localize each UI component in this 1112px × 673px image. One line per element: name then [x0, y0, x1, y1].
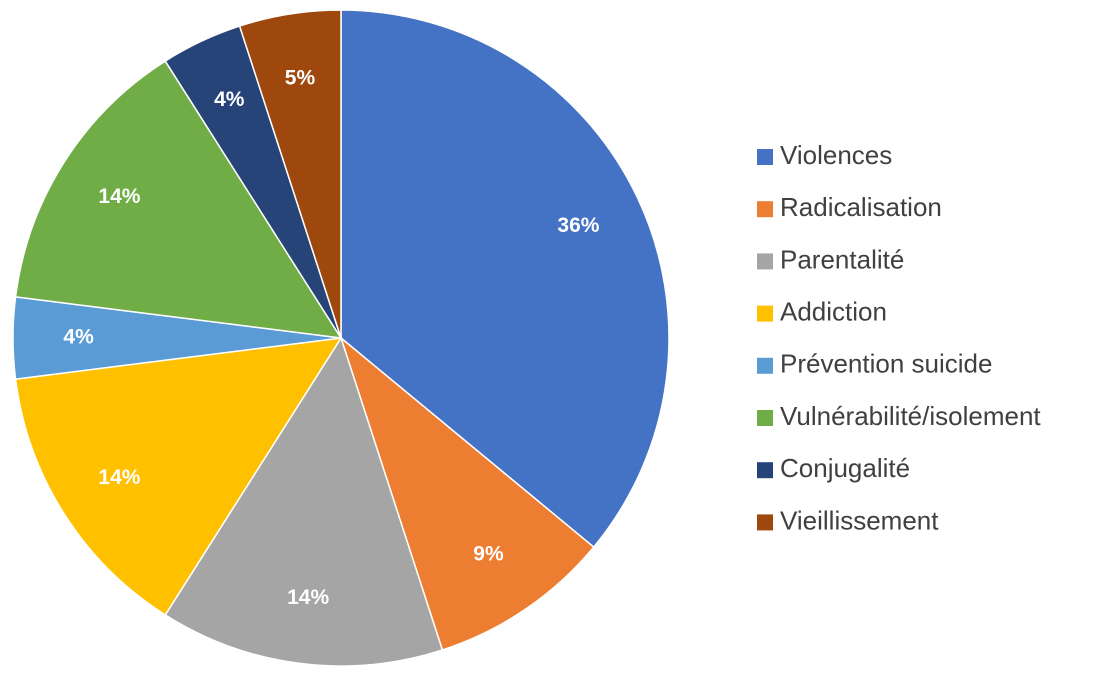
- pie-slice: [339, 335, 595, 651]
- pie-slice: [164, 336, 444, 667]
- legend-label: Conjugalité: [780, 453, 910, 483]
- data-label: 4%: [214, 88, 245, 111]
- legend-swatch: [757, 410, 773, 426]
- legend-swatch: [757, 462, 773, 479]
- legend-label: Radicalisation: [780, 192, 942, 222]
- legend-label: Addiction: [780, 296, 887, 326]
- legend-label: Vieillissement: [780, 505, 939, 535]
- data-label: 4%: [63, 326, 94, 349]
- legend-swatch: [757, 305, 773, 322]
- pie-slice: [340, 9, 670, 549]
- data-label: 14%: [98, 185, 140, 208]
- legend-label: Prévention suicide: [780, 349, 992, 379]
- legend-swatch: [757, 357, 773, 374]
- data-label: 9%: [473, 543, 504, 566]
- legend-swatch: [757, 253, 773, 270]
- legend-swatch: [757, 149, 773, 165]
- legend-swatch: [757, 201, 773, 218]
- pie-slice: [238, 9, 342, 339]
- legend-swatch: [757, 514, 773, 531]
- data-label: 5%: [285, 66, 316, 89]
- legend-label: Parentalité: [780, 244, 904, 274]
- pie-slice: [14, 60, 343, 339]
- legend-label: Violences: [780, 140, 892, 170]
- data-label: 14%: [98, 466, 140, 489]
- data-label: 36%: [557, 214, 599, 237]
- pie-slice: [14, 337, 343, 616]
- data-label: 14%: [287, 586, 329, 609]
- legend-label: Vulnérabilité/isolement: [780, 401, 1041, 431]
